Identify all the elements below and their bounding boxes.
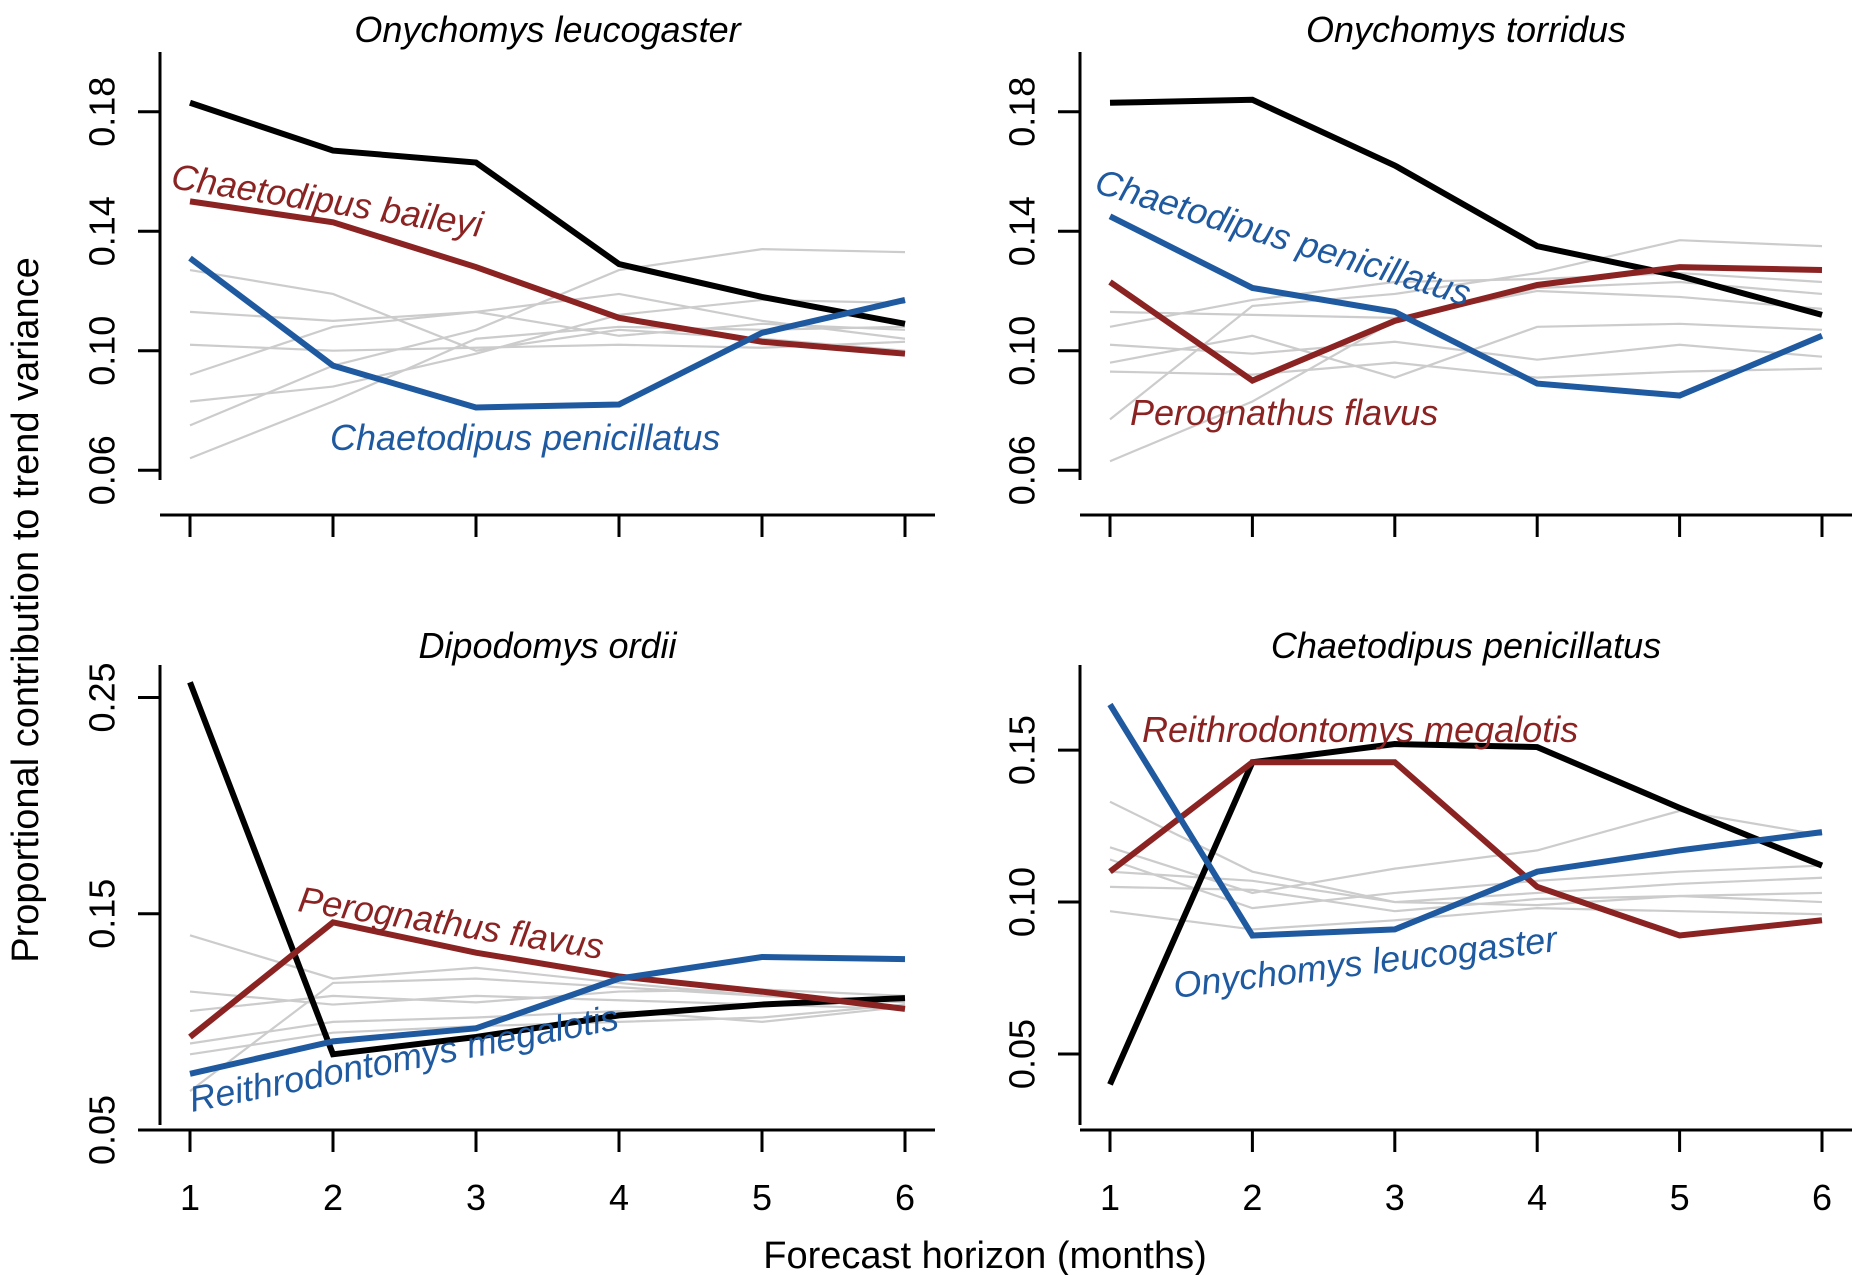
y-tick-label: 0.18 (1002, 77, 1043, 147)
series-line-other (189, 248, 906, 427)
y-axis-label: Proportional contribution to trend varia… (5, 257, 47, 963)
series-line-focal (1107, 741, 1824, 1086)
series-label-perognathus-flavus: Perognathus flavus (296, 878, 607, 967)
x-tick-label: 2 (1242, 1177, 1262, 1218)
y-tick-label: 0.18 (82, 77, 123, 147)
x-tick-label: 4 (1527, 1177, 1547, 1218)
x-axis (1080, 513, 1852, 537)
series-line-reithrodontomys-megalotis (189, 953, 906, 1077)
y-tick-label: 0.06 (1002, 435, 1043, 505)
series-line-other (189, 1005, 906, 1045)
x-tick-label: 2 (323, 1177, 343, 1218)
panel-onychomys-torridus: Onychomys torridus 0.06 0.10 0.14 0.18 Perogn… (1002, 9, 1852, 537)
series-line-reithrodontomys-megalotis (1108, 759, 1823, 939)
y-tick-label: 0.10 (82, 316, 123, 386)
series-line-focal (187, 681, 906, 1058)
panel-title: Onychomys leucogaster (354, 9, 742, 50)
series-line-perognathus-flavus (188, 919, 906, 1040)
x-tick-label: 5 (752, 1177, 772, 1218)
y-tick-label: 0.25 (82, 662, 123, 732)
x-tick-label: 6 (1812, 1177, 1832, 1218)
x-axis: 1 2 3 4 5 6 (160, 1128, 935, 1218)
y-tick-label: 0.10 (1002, 316, 1043, 386)
panel-title: Chaetodipus penicillatus (1271, 625, 1661, 666)
y-tick-label: 0.05 (1002, 1019, 1043, 1089)
x-tick-label: 5 (1670, 1177, 1690, 1218)
series-line-chaetodipus-penicillatus (188, 255, 906, 411)
series-label-reithrodontomys-megalotis: Reithrodontomys megalotis (1142, 709, 1578, 750)
y-tick-label: 0.10 (1002, 867, 1043, 937)
x-tick-label: 4 (609, 1177, 629, 1218)
series-line-other (189, 298, 906, 403)
panel-dipodomys-ordii: Dipodomys ordii 0.05 0.15 0.25 1 2 3 4 5 6 Perogna… (82, 625, 935, 1218)
x-tick-label: 1 (180, 1177, 200, 1218)
x-tick-label: 3 (466, 1177, 486, 1218)
series-label-chaetodipus-baileyi: Chaetodipus baileyi (169, 155, 487, 245)
series-line-focal (189, 99, 906, 327)
y-axis: 0.06 0.10 0.14 0.18 (82, 52, 162, 505)
y-axis: 0.06 0.10 0.14 0.18 (1002, 52, 1082, 505)
panel-title: Dipodomys ordii (418, 625, 677, 666)
series-label-perognathus-flavus: Perognathus flavus (1130, 392, 1438, 433)
series-line-chaetodipus-baileyi (189, 198, 906, 357)
x-tick-label: 3 (1385, 1177, 1405, 1218)
series-line-other (1109, 322, 1823, 379)
series-line-other (1109, 885, 1823, 913)
y-tick-label: 0.14 (82, 196, 123, 266)
panel-chaetodipus-penicillatus: Chaetodipus penicillatus 0.05 0.10 0.15 1 2 3 4… (1002, 625, 1852, 1218)
y-tick-label: 0.15 (1002, 715, 1043, 785)
x-tick-label: 6 (895, 1177, 915, 1218)
y-tick-label: 0.15 (82, 879, 123, 949)
series-line-other (1109, 239, 1823, 421)
series-line-other (1109, 271, 1823, 328)
panel-title: Onychomys torridus (1306, 9, 1626, 50)
series-label-chaetodipus-penicillatus: Chaetodipus penicillatus (330, 417, 720, 458)
y-axis: 0.05 0.10 0.15 (1002, 665, 1082, 1125)
y-tick-label: 0.05 (82, 1095, 123, 1165)
series-line-perognathus-flavus (1108, 264, 1823, 384)
y-axis: 0.05 0.15 0.25 (82, 662, 162, 1165)
series-line-onychomys-leucogaster (1107, 702, 1823, 939)
x-tick-label: 1 (1100, 1177, 1120, 1218)
x-axis (160, 513, 935, 537)
x-axis: 1 2 3 4 5 6 (1080, 1128, 1852, 1218)
series-line-other (1109, 907, 1823, 931)
x-axis-label: Forecast horizon (months) (763, 1235, 1207, 1275)
series-line-chaetodipus-penicillatus (1108, 213, 1824, 399)
series-line-focal (1109, 96, 1823, 318)
panel-onychomys-leucogaster: Onychomys leucogaster 0.06 0.10 0.14 0.18 Cha… (82, 9, 935, 537)
series-line-other (1109, 361, 1823, 379)
y-tick-label: 0.14 (1002, 196, 1043, 266)
y-tick-label: 0.06 (82, 435, 123, 505)
